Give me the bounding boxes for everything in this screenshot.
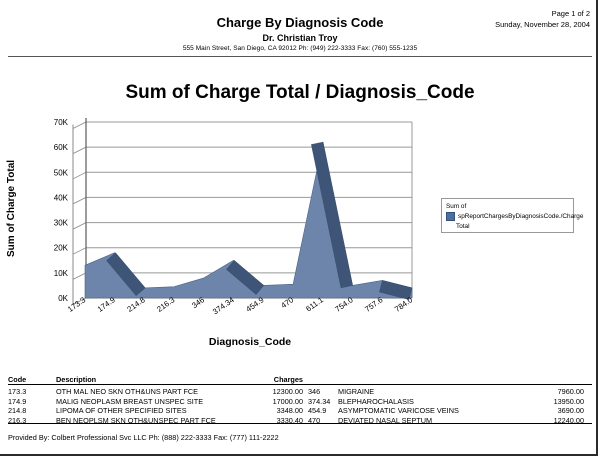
svg-text:50K: 50K <box>54 168 69 177</box>
svg-text:10K: 10K <box>54 269 69 278</box>
svg-text:40K: 40K <box>54 193 69 202</box>
svg-text:30K: 30K <box>54 219 69 228</box>
svg-text:20K: 20K <box>54 244 69 253</box>
svg-text:70K: 70K <box>54 118 69 127</box>
svg-text:173.3: 173.3 <box>66 295 87 314</box>
svg-text:60K: 60K <box>54 143 69 152</box>
svg-text:0K: 0K <box>58 294 68 303</box>
